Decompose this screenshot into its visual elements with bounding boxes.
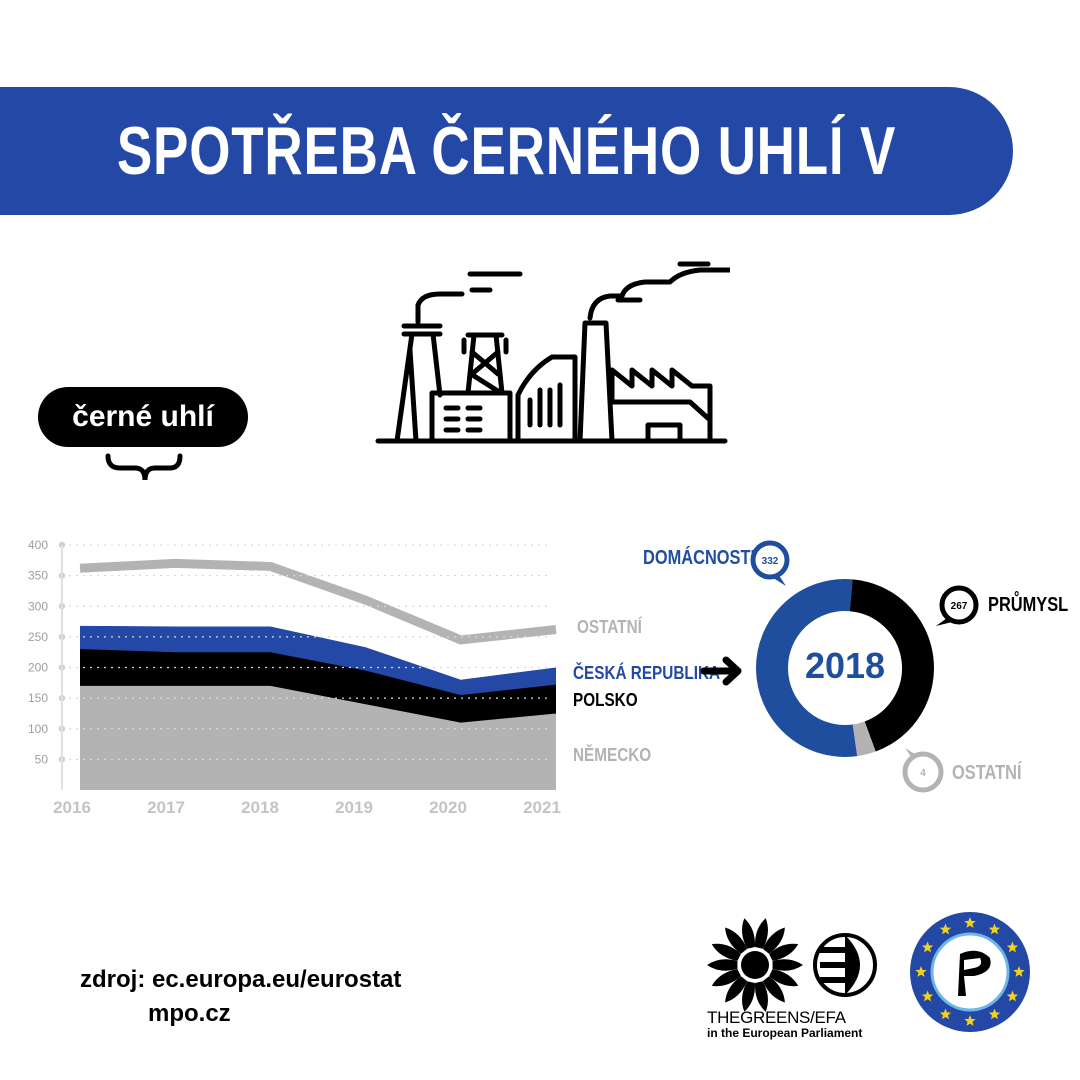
xtick-label: 2017 (147, 798, 185, 817)
eu-star (964, 917, 976, 928)
eu-star (964, 1015, 976, 1026)
donut-slice-ostatní (852, 721, 876, 757)
area-německo (80, 685, 556, 790)
ytick-label: 100 (28, 722, 48, 736)
title-banner (0, 87, 1013, 215)
greens-logo-line2: in the European Parliament (707, 1026, 863, 1040)
greens-efa-logo (707, 918, 877, 1012)
sun-petal (754, 918, 768, 949)
eu-star (988, 923, 1001, 935)
sun-petal (754, 981, 768, 1012)
donut-label-ostatni: OSTATNÍ (952, 762, 1022, 784)
donut-slice-průmysl (849, 579, 934, 752)
xtick-label: 2018 (241, 798, 279, 817)
sun-petal (742, 918, 756, 949)
sun-petal (772, 959, 803, 971)
xtick-label: 2016 (53, 798, 91, 817)
xtick-label: 2020 (429, 798, 467, 817)
eu-star (1006, 941, 1019, 953)
greens-logo-line1: THEGREENS/EFA (707, 1008, 846, 1027)
eu-star (921, 941, 934, 953)
eu-star (915, 966, 927, 977)
eu-star (939, 923, 952, 935)
donut-center-year: 2018 (805, 645, 885, 686)
pirate-party-logo (910, 912, 1030, 1032)
eu-star (921, 990, 934, 1002)
sun-petal (742, 981, 756, 1012)
donut-slice-domácnosti (756, 579, 858, 757)
ytick-label: 250 (28, 630, 48, 644)
eu-star (939, 1008, 952, 1020)
eu-star (1006, 990, 1019, 1002)
ytick-label: 200 (28, 661, 48, 675)
value-ostatni: 4 (920, 768, 926, 779)
donut-label-domacnosti: DOMÁCNOSTI (643, 547, 756, 569)
sun-petal (762, 976, 785, 1003)
ytick-label: 300 (28, 599, 48, 613)
bubble-domacnosti: 332 (750, 540, 790, 586)
area-chart: 50 100 150 200 250 300 350 400 2016 2017 2018 2019… (28, 538, 561, 817)
sun-petal (711, 969, 741, 987)
xtick-label: 2021 (523, 798, 561, 817)
sun-petal (725, 927, 748, 954)
source-line-1: zdroj: ec.europa.eu/eurostat (80, 966, 402, 993)
donut-label-prumysl: PRŮMYSL (988, 594, 1069, 616)
value-prumysl: 267 (951, 601, 968, 612)
sun-petal (707, 959, 738, 971)
value-domacnosti: 332 (762, 556, 779, 567)
ytick-label: 50 (35, 752, 49, 766)
label-polsko: POLSKO (573, 690, 638, 710)
donut-chart: 2018 332 267 4 (750, 540, 979, 793)
sun-petal (769, 943, 799, 961)
xtick-label: 2019 (335, 798, 373, 817)
eu-star (988, 1008, 1001, 1020)
label-nemecko: NĚMECKO (573, 745, 652, 765)
factory-icon (375, 261, 730, 444)
brace-icon (105, 453, 183, 481)
bubble-ostatni: 4 (902, 748, 944, 793)
line-ostatni (79, 558, 557, 645)
sun-petal (769, 969, 799, 987)
eu-star (1013, 966, 1025, 977)
sun-petal (725, 976, 748, 1003)
label-ostatni: OSTATNÍ (577, 617, 642, 637)
category-badge: černé uhlí (38, 387, 248, 447)
ytick-label: 150 (28, 691, 48, 705)
arrow-right-icon (700, 656, 742, 686)
page-title: SPOTŘEBA ČERNÉHO UHLÍ V EVROPĚ (116, 113, 897, 317)
ytick-label: 350 (28, 569, 48, 583)
bubble-prumysl: 267 (936, 585, 979, 626)
sun-petal (711, 943, 741, 961)
sun-petal (762, 927, 785, 954)
ytick-label: 400 (28, 538, 48, 552)
source-line-2: mpo.cz (148, 1000, 231, 1027)
label-ceska-republika: ČESKÁ REPUBLIKA (573, 663, 721, 683)
